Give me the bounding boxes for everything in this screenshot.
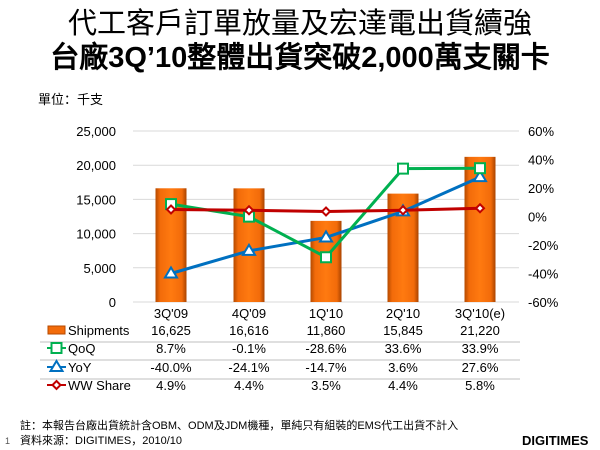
- right-axis-tick: 60%: [528, 124, 554, 139]
- marker-qoq: [397, 162, 409, 175]
- left-axis-tick: 10,000: [76, 227, 116, 242]
- chart: 0 5,000 10,000 15,000 20,000 25,000 -60% -40% -2…: [40, 124, 559, 393]
- left-axis-tick: 5,000: [83, 261, 116, 276]
- data-cell: 33.9%: [462, 341, 499, 356]
- data-cell: 16,625: [151, 323, 191, 338]
- data-cell: -14.7%: [305, 360, 347, 375]
- left-axis-tick: 20,000: [76, 158, 116, 173]
- digitimes-logo: DIGITIMES: [522, 433, 589, 448]
- data-cell: 11,860: [307, 323, 346, 338]
- legend-key-shipments: [47, 325, 66, 335]
- data-cell: -28.6%: [305, 341, 347, 356]
- title-line-1: 代工客戶訂單放量及宏達電出貨續強: [67, 8, 532, 40]
- data-cell: 4.4%: [234, 378, 264, 393]
- marker-ww-share: [320, 206, 332, 217]
- legend-marker-yoy: [48, 359, 65, 372]
- legend-label-ww-share: WW Share: [68, 378, 131, 393]
- category-label: 3Q'09: [154, 306, 188, 321]
- legend-label-yoy: YoY: [68, 360, 92, 375]
- category-label: 4Q'09: [232, 306, 266, 321]
- marker-yoy: [318, 229, 334, 243]
- data-cell: 4.9%: [156, 378, 186, 393]
- marker-yoy: [163, 265, 179, 279]
- data-cell: 27.6%: [462, 360, 499, 375]
- data-cell: 16,616: [229, 323, 269, 338]
- left-axis-tick: 15,000: [76, 192, 116, 207]
- data-cell: 21,220: [460, 323, 500, 338]
- right-axis-tick: -20%: [528, 238, 559, 253]
- category-label: 3Q'10(e): [455, 306, 505, 321]
- marker-ww-share: [165, 204, 177, 215]
- data-cell: 33.6%: [385, 341, 422, 356]
- marker-ww-share: [474, 202, 486, 214]
- marker-qoq: [320, 251, 332, 264]
- data-cell: -24.1%: [228, 360, 270, 375]
- left-axis-tick: 0: [109, 295, 116, 310]
- page-number: 1: [5, 436, 11, 446]
- data-cell: -0.1%: [232, 341, 266, 356]
- data-cell: 3.5%: [311, 378, 341, 393]
- right-axis-tick: 40%: [528, 153, 554, 168]
- data-cell: 4.4%: [388, 378, 418, 393]
- unit-label: 單位：千支: [38, 92, 104, 107]
- marker-qoq: [474, 162, 486, 175]
- data-cell: 5.8%: [465, 378, 495, 393]
- category-label: 1Q'10: [309, 306, 343, 321]
- data-cell: 15,845: [383, 323, 423, 338]
- legend-label-shipments: Shipments: [68, 323, 130, 338]
- legend-marker-qoq: [50, 342, 63, 354]
- data-cell: 8.7%: [156, 341, 186, 356]
- data-cell: -40.0%: [150, 360, 192, 375]
- data-cell: 3.6%: [388, 360, 418, 375]
- legend-marker-ww-share: [51, 379, 62, 391]
- marker-ww-share: [243, 204, 255, 216]
- right-axis-tick: 0%: [528, 210, 547, 225]
- right-axis-tick: -40%: [528, 267, 559, 282]
- footnote: 註：本報告台廠出貨統計含OBM、ODM及JDM機種，單純只有組裝的EMS代工出貨…: [20, 420, 459, 432]
- title-line-2: 台廠3Q’10整體出貨突破2,000萬支關卡: [50, 42, 550, 74]
- right-axis-tick: 20%: [528, 181, 554, 196]
- right-axis-tick: -60%: [528, 295, 559, 310]
- marker-yoy: [472, 169, 488, 183]
- legend-label-qoq: QoQ: [68, 341, 95, 356]
- source-note: 資料來源：DIGITIMES，2010/10: [20, 435, 182, 447]
- category-label: 2Q'10: [386, 306, 420, 321]
- marker-ww-share: [397, 204, 409, 216]
- left-axis-tick: 25,000: [76, 124, 116, 139]
- marker-yoy: [241, 242, 257, 256]
